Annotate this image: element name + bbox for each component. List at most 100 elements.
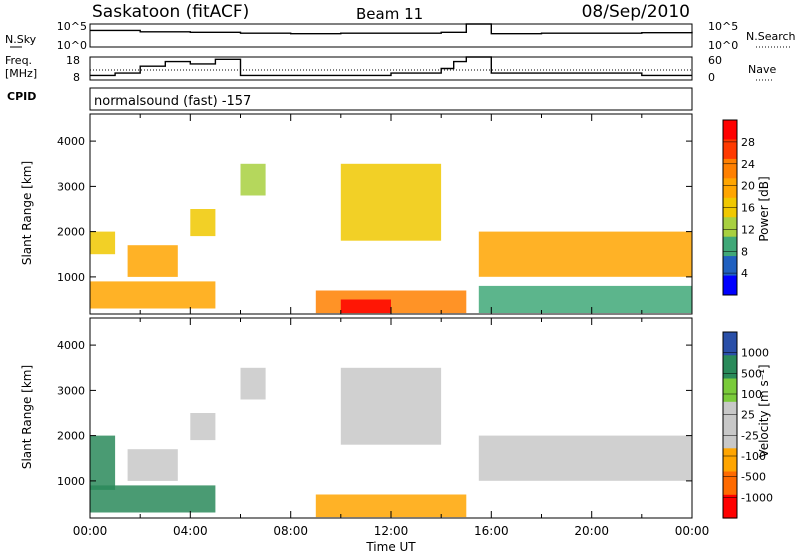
heatmap-cell xyxy=(478,231,692,277)
colorbar-swatch xyxy=(723,332,737,356)
heatmap-cell xyxy=(90,435,116,490)
colorbar-tick-label: 4 xyxy=(741,267,748,280)
heatmap-cell xyxy=(240,163,266,196)
velocity-heatmap xyxy=(90,367,692,518)
y-tick-label: 1000 xyxy=(57,475,85,488)
colorbar-swatch xyxy=(723,494,737,519)
freq-unit-label: [MHz] xyxy=(5,67,37,80)
nave-tick-top: 60 xyxy=(708,54,722,67)
x-tick-label: 08:00 xyxy=(273,524,308,538)
colorbar-swatch xyxy=(723,378,737,403)
freq-tick-top: 18 xyxy=(66,54,80,67)
colorbar-tick-label: 500 xyxy=(741,367,762,380)
x-tick-label: 00:00 xyxy=(675,524,710,538)
station-title: Saskatoon (fitACF) xyxy=(92,2,249,22)
colorbar-tick-label: 16 xyxy=(741,202,755,215)
heatmap-cell xyxy=(190,413,216,441)
colorbar-tick-label: -100 xyxy=(741,450,766,463)
heatmap-cell xyxy=(190,209,216,237)
nsky-series-line xyxy=(90,23,693,35)
y-tick-label: 3000 xyxy=(57,384,85,397)
nsearch-tick-top: 10^5 xyxy=(708,20,738,33)
cpid-label: CPID xyxy=(7,90,36,103)
y-tick-label: 2000 xyxy=(57,430,85,443)
colorbar-tick-label: 20 xyxy=(741,180,755,193)
nsky-tick-bottom: 10^0 xyxy=(57,39,87,52)
nsearch-label: N.Search xyxy=(746,30,796,43)
x-tick-label: 12:00 xyxy=(374,524,409,538)
power-colorbar-label: Power [dB] xyxy=(757,176,771,241)
colorbar-swatch xyxy=(723,355,737,380)
nsky-label: N.Sky xyxy=(5,33,37,46)
heatmap-cell xyxy=(127,449,178,481)
heatmap-cell xyxy=(340,367,442,445)
x-tick-label: 16:00 xyxy=(474,524,509,538)
nsky-tick-top: 10^5 xyxy=(57,20,87,33)
beam-title: Beam 11 xyxy=(356,5,423,23)
colorbar-swatch xyxy=(723,120,737,140)
x-tick-label: 00:00 xyxy=(73,524,108,538)
cpid-panel-frame xyxy=(89,87,693,111)
y-tick-label: 2000 xyxy=(57,226,85,239)
colorbar-tick-label: -500 xyxy=(741,471,766,484)
heatmap-cell xyxy=(478,435,692,481)
nsearch-tick-bottom: 10^0 xyxy=(708,39,738,52)
colorbar-swatch xyxy=(723,401,737,426)
velocity-colorbar: 1000 500 100 25 -25 -100 -500 -1000 xyxy=(722,331,773,519)
colorbar-tick-label: 1000 xyxy=(741,347,769,360)
freq-series-line xyxy=(90,56,692,77)
x-tick-label: 04:00 xyxy=(173,524,208,538)
x-tick-label: 20:00 xyxy=(574,524,609,538)
date-title: 08/Sep/2010 xyxy=(582,2,690,22)
colorbar-swatch xyxy=(723,158,737,179)
power-ylabel: Slant Range [km] xyxy=(20,161,34,265)
heatmap-cell xyxy=(90,281,216,309)
colorbar-swatch xyxy=(723,471,737,496)
colorbar-swatch xyxy=(723,448,737,473)
y-tick-label: 4000 xyxy=(57,135,85,148)
nave-label: Nave xyxy=(748,63,776,76)
colorbar-tick-label: 25 xyxy=(741,409,755,422)
colorbar-tick-label: 24 xyxy=(741,158,755,171)
colorbar-swatch xyxy=(723,236,737,257)
heatmap-cell xyxy=(315,494,467,518)
y-tick-label: 3000 xyxy=(57,180,85,193)
freq-tick-bottom: 8 xyxy=(73,71,80,84)
colorbar-swatch xyxy=(723,178,737,199)
y-tick-label: 4000 xyxy=(57,339,85,352)
heatmap-cell xyxy=(90,485,216,513)
colorbar-swatch xyxy=(723,139,737,160)
power-axes: 4000 3000 2000 1000 xyxy=(57,114,693,314)
colorbar-tick-label: 12 xyxy=(741,223,755,236)
colorbar-tick-label: 28 xyxy=(741,136,755,149)
heatmap-cell xyxy=(127,245,178,277)
heatmap-cell xyxy=(340,299,391,314)
colorbar-swatch xyxy=(723,275,737,296)
freq-label: Freq. xyxy=(5,54,32,67)
heatmap-cell xyxy=(90,231,116,255)
power-colorbar: 28 24 20 16 12 8 4 xyxy=(722,119,755,296)
colorbar-frame xyxy=(722,331,738,519)
x-axis-label: Time UT xyxy=(365,540,416,554)
heatmap-cell xyxy=(340,163,442,241)
colorbar-swatch xyxy=(723,256,737,276)
velocity-axes: 4000 3000 2000 1000 xyxy=(57,318,693,518)
colorbar-swatch xyxy=(723,425,737,449)
x-tick-labels: 00:00 04:00 08:00 12:00 16:00 20:00 00:00 xyxy=(73,524,710,538)
heatmap-cell xyxy=(478,285,692,313)
velocity-ylabel: Slant Range [km] xyxy=(20,365,34,469)
colorbar-tick-label: 8 xyxy=(741,245,748,258)
colorbar-tick-label: -1000 xyxy=(741,491,773,504)
velocity-colorbar-label: Velocity [m s⁻¹] xyxy=(757,364,771,457)
colorbar-tick-label: -25 xyxy=(741,429,759,442)
colorbar-tick-label: 100 xyxy=(741,388,762,401)
nave-tick-bottom: 0 xyxy=(708,71,715,84)
freq-panel-frame xyxy=(89,56,693,81)
colorbar-swatch xyxy=(723,217,737,238)
heatmap-cell xyxy=(240,367,266,400)
power-heatmap xyxy=(90,163,692,314)
cpid-value: normalsound (fast) -157 xyxy=(94,94,251,109)
nsky-panel-frame xyxy=(89,23,693,48)
y-tick-label: 1000 xyxy=(57,271,85,284)
